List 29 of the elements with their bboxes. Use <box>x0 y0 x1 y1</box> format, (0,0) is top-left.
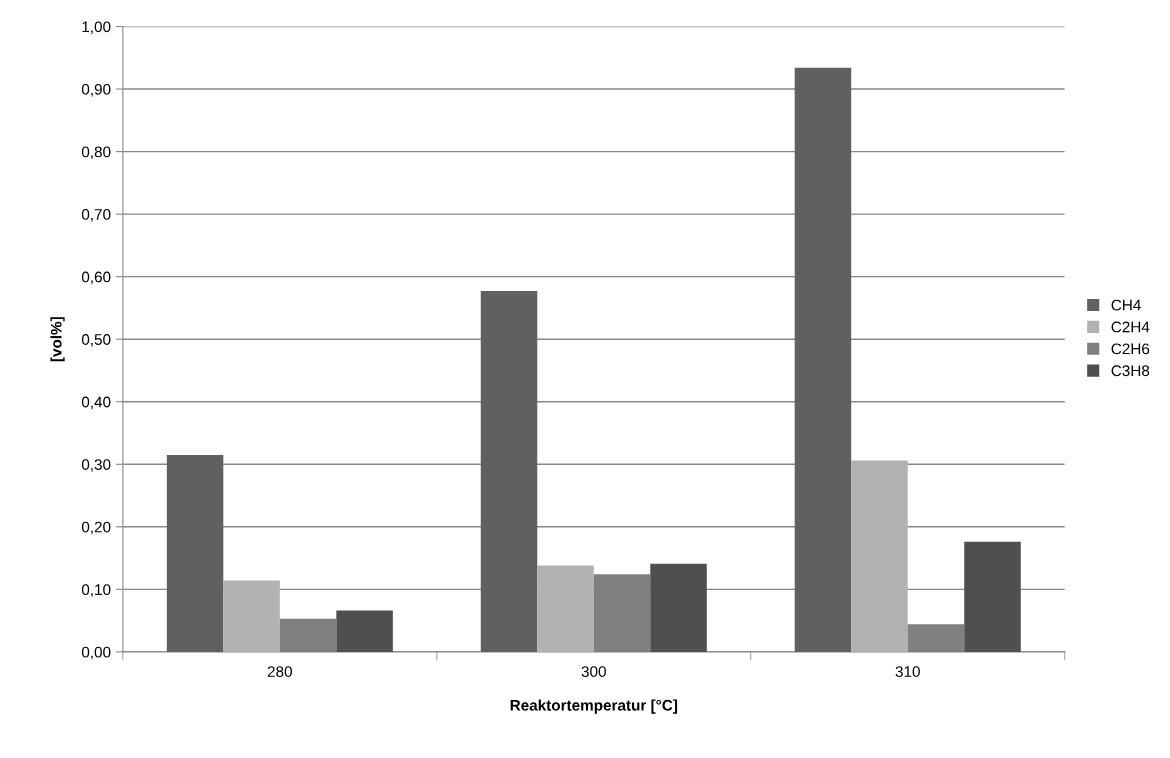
y-tick-label: 0,20 <box>81 521 111 535</box>
x-tick-label: 310 <box>895 666 920 677</box>
bar <box>480 291 538 652</box>
bar <box>851 460 908 652</box>
legend-label: C2H4 <box>1111 321 1150 333</box>
y-tick-label: 1,00 <box>82 21 111 35</box>
y-tick-label: 0,50 <box>81 334 111 347</box>
y-tick-label: 0,60 <box>81 271 111 285</box>
legend-label: CH4 <box>1111 299 1141 311</box>
y-tick-label: 0,80 <box>81 146 111 160</box>
x-tick-label: 300 <box>581 666 606 677</box>
y-tick-label: 0,40 <box>81 396 111 410</box>
bar <box>223 580 280 652</box>
x-axis-title: Reaktortemperatur [°C] <box>510 699 678 714</box>
y-tick-label: 0,90 <box>81 83 111 97</box>
y-tick-label: 0,30 <box>81 459 111 472</box>
bar <box>650 563 707 652</box>
bar <box>336 610 393 652</box>
legend-label: C2H6 <box>1111 343 1150 355</box>
y-tick-label: 0,10 <box>81 584 111 597</box>
legend-label: C3H8 <box>1111 365 1150 377</box>
bar <box>166 454 224 652</box>
y-tick-label: 0,70 <box>81 209 111 222</box>
bar <box>537 565 594 652</box>
bar <box>794 67 852 652</box>
y-tick-label: 0,00 <box>81 646 111 660</box>
y-axis-title: [vol%] <box>50 317 65 362</box>
bar <box>964 541 1021 652</box>
x-tick-label: 280 <box>267 666 292 677</box>
